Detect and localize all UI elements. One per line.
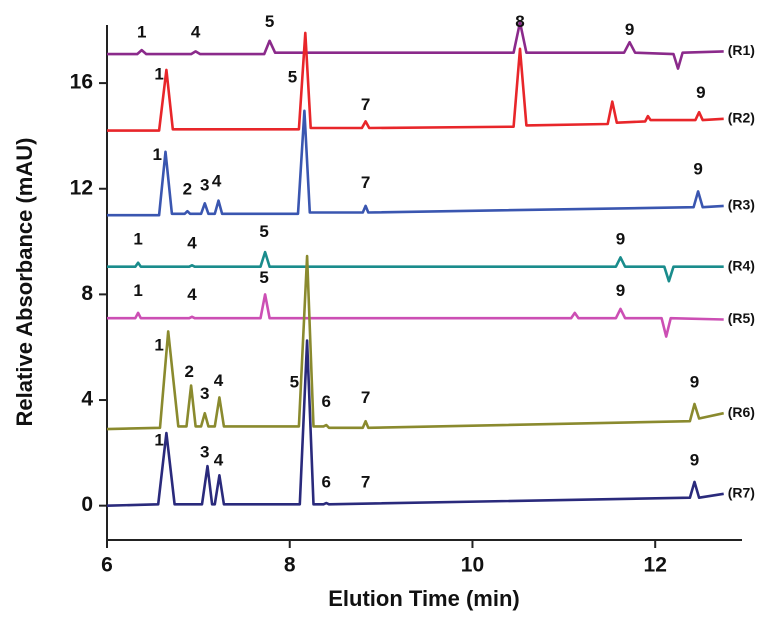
peak-label: 9	[625, 20, 634, 39]
peak-label: 5	[259, 268, 268, 287]
peak-label: 9	[696, 83, 705, 102]
series-line	[107, 109, 724, 217]
y-tick-label: 8	[81, 282, 93, 305]
series-label: (R4)	[728, 257, 755, 273]
x-tick-label: 10	[461, 554, 484, 577]
x-tick-label: 8	[284, 554, 296, 577]
series-line	[106, 339, 724, 507]
peak-label: 3	[200, 442, 209, 461]
series-line	[106, 254, 724, 431]
peak-label: 3	[200, 384, 209, 403]
peak-label: 9	[616, 230, 625, 249]
peak-label: 6	[322, 473, 331, 492]
peak-label: 2	[184, 362, 193, 381]
peak-label: 5	[259, 222, 268, 241]
peak-label: 4	[191, 22, 201, 41]
y-tick-label: 0	[81, 493, 93, 516]
series-label: (R6)	[728, 404, 755, 420]
peak-label: 4	[214, 371, 224, 390]
peak-label: 1	[154, 335, 163, 354]
x-tick-label: 12	[644, 554, 667, 577]
peak-label: 6	[322, 392, 331, 411]
peak-label: 4	[187, 234, 197, 253]
peak-label: 3	[200, 176, 209, 195]
peak-label: 4	[187, 285, 197, 304]
series-label: (R7)	[728, 484, 755, 500]
y-tick-label: 4	[81, 388, 93, 411]
peak-label: 7	[361, 473, 370, 492]
peak-label: 9	[690, 372, 699, 391]
peak-label: 2	[183, 180, 192, 199]
y-tick-label: 16	[70, 71, 93, 94]
x-axis-label: Elution Time (min)	[328, 586, 519, 611]
peak-label: 1	[153, 145, 162, 164]
peak-label: 9	[693, 160, 702, 179]
peak-label: 1	[133, 281, 142, 300]
series-label: (R2)	[728, 109, 755, 125]
peak-label: 1	[154, 65, 163, 84]
peak-label: 9	[690, 450, 699, 469]
peak-label: 7	[361, 173, 370, 192]
series-line	[107, 250, 724, 283]
peak-label: 1	[133, 230, 142, 249]
y-tick-label: 12	[70, 176, 93, 199]
series-label: (R3)	[728, 197, 755, 213]
peak-label: 1	[137, 22, 146, 41]
x-tick-label: 6	[101, 554, 113, 577]
peak-label: 5	[290, 372, 299, 391]
peak-label: 7	[361, 388, 370, 407]
peak-label: 4	[212, 172, 222, 191]
series-label: (R5)	[728, 310, 755, 326]
series-label: (R1)	[728, 42, 755, 58]
peak-label: 5	[288, 67, 297, 86]
peak-label: 8	[515, 12, 524, 31]
peak-label: 4	[214, 450, 224, 469]
peak-label: 9	[616, 281, 625, 300]
series-line	[107, 31, 724, 132]
peak-label: 1	[154, 430, 163, 449]
series-line	[107, 293, 724, 338]
peak-label: 5	[265, 12, 274, 31]
y-axis-label: Relative Absorbance (mAU)	[12, 138, 37, 427]
series-line	[107, 21, 724, 70]
peak-label: 7	[361, 95, 370, 114]
